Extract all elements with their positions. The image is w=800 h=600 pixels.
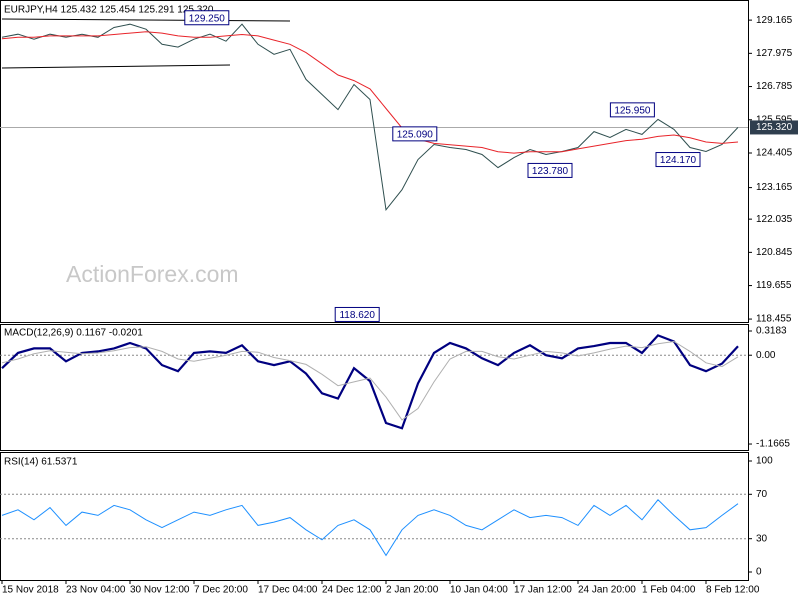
- y-tick-label: 0: [756, 567, 762, 578]
- y-tick-label: 129.165: [756, 15, 793, 26]
- rsi-header: RSI(14) 61.5371: [4, 457, 78, 468]
- y-tick-label: 127.975: [756, 48, 793, 59]
- watermark: ActionForex.com: [66, 261, 239, 287]
- x-tick-label: 7 Dec 20:00: [194, 585, 248, 596]
- x-tick-label: 10 Jan 04:00: [450, 585, 508, 596]
- series-line: [1, 23, 739, 212]
- x-tick-label: 24 Dec 12:00: [322, 585, 382, 596]
- x-tick-label: 2 Jan 20:00: [386, 585, 439, 596]
- y-tick-label: 118.455: [756, 314, 792, 325]
- x-tick-label: 30 Nov 12:00: [130, 585, 190, 596]
- price-annotation-box: [334, 306, 380, 322]
- last-price-box: [750, 120, 798, 135]
- price-annotation: 129.250: [189, 13, 226, 24]
- x-tick-label: 23 Nov 04:00: [66, 585, 126, 596]
- price-panel: [0, 0, 749, 323]
- price-annotation-box: [655, 152, 701, 168]
- price-annotation: 124.170: [660, 155, 697, 166]
- y-tick-label: -1.1665: [756, 439, 790, 450]
- x-tick-label: 24 Jan 20:00: [578, 585, 636, 596]
- macd-panel: [0, 324, 749, 451]
- price-annotation: 125.950: [614, 106, 651, 117]
- macd-header: MACD(12,26,9) 0.1167 -0.0201: [4, 328, 143, 339]
- x-tick-label: 1 Feb 04:00: [642, 585, 696, 596]
- trend-line: [1, 64, 231, 69]
- price-annotation: 123.780: [532, 166, 569, 177]
- y-tick-label: 124.405: [756, 148, 793, 159]
- trend-line: [1, 18, 291, 22]
- price-annotation-box: [609, 102, 655, 118]
- rsi-panel: [0, 452, 749, 581]
- price-annotation-box: [184, 10, 230, 26]
- y-tick-label: 70: [756, 489, 768, 500]
- y-tick-label: 0.3183: [756, 326, 787, 337]
- y-tick-label: 122.035: [756, 214, 793, 225]
- y-tick-label: 123.165: [756, 182, 793, 193]
- price-annotation: 118.620: [339, 310, 375, 321]
- series-line: [1, 31, 739, 154]
- series-line: [1, 340, 739, 421]
- x-tick-label: 15 Nov 2018: [2, 585, 59, 596]
- last-price-label: 125.320: [756, 122, 793, 133]
- price-header: EURJPY,H4 125.432 125.454 125.291 125.32…: [4, 5, 214, 16]
- y-tick-label: 119.655: [756, 280, 792, 291]
- series-line: [1, 334, 739, 430]
- y-tick-label: 126.785: [756, 81, 793, 92]
- y-tick-label: 0.00: [756, 350, 776, 361]
- price-annotation-box: [527, 162, 573, 178]
- x-tick-label: 17 Dec 04:00: [258, 585, 318, 596]
- y-tick-label: 100: [756, 456, 773, 467]
- series-line: [1, 499, 739, 557]
- y-tick-label: 120.845: [756, 247, 793, 258]
- y-tick-label: 30: [756, 533, 768, 544]
- x-tick-label: 17 Jan 12:00: [514, 585, 572, 596]
- price-annotation-box: [392, 126, 438, 142]
- price-annotation: 125.090: [397, 130, 434, 141]
- x-tick-label: 8 Feb 12:00: [706, 585, 760, 596]
- y-tick-label: 125.595: [756, 114, 793, 125]
